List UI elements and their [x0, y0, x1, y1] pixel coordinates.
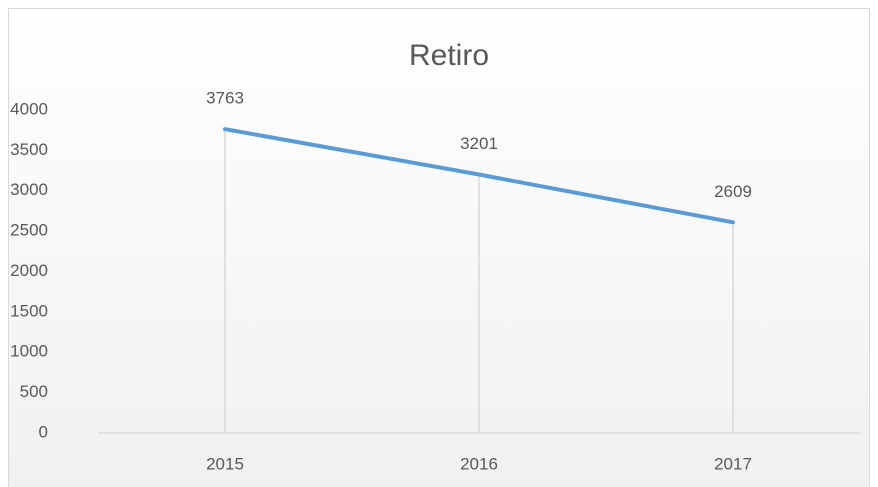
series-line [223, 127, 735, 225]
y-tick-label: 500 [20, 382, 48, 401]
x-tick-label: 2016 [460, 454, 498, 473]
y-tick-label: 0 [39, 422, 48, 441]
y-tick-label: 2500 [10, 221, 48, 240]
y-tick-label: 3500 [10, 140, 48, 159]
y-tick-label: 1500 [10, 301, 48, 320]
y-tick-label: 1000 [10, 342, 48, 361]
y-tick-label: 2000 [10, 261, 48, 280]
chart-frame [8, 8, 870, 487]
x-tick-label: 2017 [714, 454, 752, 473]
chart-title: Retiro [409, 39, 489, 72]
y-tick-label: 3000 [10, 180, 48, 199]
data-label: 3201 [460, 134, 498, 153]
data-label: 3763 [206, 89, 244, 108]
x-tick-label: 2015 [206, 454, 244, 473]
data-label: 2609 [714, 182, 752, 201]
y-tick-label: 4000 [10, 99, 48, 118]
